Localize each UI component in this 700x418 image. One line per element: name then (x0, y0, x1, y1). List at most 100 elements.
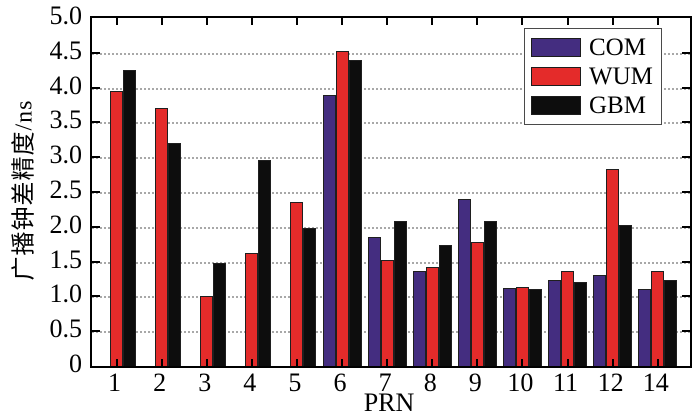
legend: COM WUM GBM (524, 28, 662, 125)
y-tick (92, 330, 100, 333)
x-tick (566, 359, 569, 366)
gridline (92, 157, 690, 160)
bar-com-prn12 (593, 274, 607, 366)
gridline (92, 122, 690, 125)
x-tick (205, 18, 208, 25)
y-tick-label: 1.5 (49, 244, 83, 274)
bar-com-prn11 (548, 279, 561, 366)
y-tick-label: 1.0 (49, 279, 83, 309)
y-tick (92, 260, 100, 263)
y-tick (682, 51, 690, 54)
x-tick (386, 18, 389, 25)
x-tick (566, 18, 569, 25)
x-tick-label: 4 (243, 368, 257, 397)
x-tick (341, 18, 343, 25)
x-tick (205, 359, 208, 366)
bar-wum-prn10 (515, 286, 529, 366)
x-tick (521, 18, 524, 25)
x-tick (160, 18, 163, 25)
bar-gbm-prn14 (664, 280, 678, 366)
x-tick (160, 359, 163, 366)
y-tick-label: 4.5 (49, 35, 83, 65)
bar-com-prn14 (638, 289, 652, 366)
x-tick-label: 6 (333, 368, 347, 397)
y-tick (682, 156, 690, 159)
x-tick (341, 359, 343, 366)
x-tick-label: 11 (552, 368, 579, 397)
bar-gbm-prn2 (168, 143, 182, 366)
x-tick (115, 359, 118, 366)
x-tick (521, 359, 524, 366)
x-tick (295, 359, 298, 366)
bar-wum-prn3 (200, 296, 214, 366)
bar-wum-prn5 (290, 202, 304, 366)
y-tick (682, 191, 690, 193)
y-tick (92, 86, 100, 89)
bar-com-prn9 (457, 198, 471, 366)
y-tick (682, 330, 690, 333)
y-tick-label: 3.0 (49, 140, 83, 170)
x-tick-label: 5 (288, 368, 302, 397)
legend-label: WUM (589, 63, 653, 90)
y-tick (92, 295, 100, 298)
x-tick-label: 7 (378, 368, 392, 397)
x-tick (476, 359, 479, 366)
y-tick-label: 0.5 (49, 314, 83, 344)
com-swatch (531, 38, 581, 57)
bar-com-prn10 (502, 288, 516, 366)
x-tick (476, 18, 479, 25)
y-tick-label: 4.0 (49, 70, 83, 100)
x-tick-label: 10 (507, 368, 534, 397)
legend-label: COM (589, 34, 646, 61)
wum-swatch (531, 67, 581, 86)
x-tick (250, 18, 253, 25)
bar-wum-prn14 (651, 271, 665, 366)
y-tick (92, 51, 100, 54)
y-tick-label: 0 (69, 349, 82, 378)
gbm-swatch (531, 96, 581, 115)
gridline (92, 87, 690, 90)
bar-com-prn8 (412, 270, 426, 366)
bar-com-prn7 (367, 237, 381, 366)
x-tick (611, 18, 614, 25)
y-tick (682, 295, 690, 298)
bar-wum-prn1 (110, 91, 123, 366)
x-tick-label: 1 (108, 368, 121, 397)
bar-com-prn6 (322, 94, 336, 366)
bar-gbm-prn6 (348, 59, 362, 366)
bar-gbm-prn10 (528, 289, 542, 366)
y-tick (682, 225, 690, 228)
legend-item-wum: WUM (531, 62, 655, 91)
x-tick (431, 359, 434, 366)
x-tick (295, 18, 298, 25)
gridline (92, 226, 690, 229)
y-tick (92, 191, 100, 193)
y-tick (92, 121, 100, 124)
x-tick-label: 2 (153, 368, 167, 397)
y-tick-label: 3.5 (49, 105, 83, 135)
legend-item-com: COM (531, 33, 655, 62)
gridline (92, 192, 690, 194)
x-axis-label: PRN (363, 388, 415, 417)
bar-wum-prn2 (155, 108, 169, 366)
bar-wum-prn7 (380, 259, 394, 366)
y-tick (682, 86, 690, 89)
bar-wum-prn11 (561, 270, 574, 366)
x-tick (386, 359, 389, 366)
x-tick-label: 14 (642, 368, 669, 397)
y-tick (92, 156, 100, 159)
bar-gbm-prn5 (303, 228, 317, 366)
x-tick-label: 12 (597, 368, 624, 397)
y-tick (682, 121, 690, 124)
x-tick (250, 359, 253, 366)
x-tick (431, 18, 434, 25)
x-tick (115, 18, 118, 25)
bar-wum-prn8 (425, 267, 439, 366)
x-tick-label: 8 (423, 368, 437, 397)
bar-wum-prn6 (335, 51, 349, 366)
x-tick-label: 3 (198, 368, 212, 397)
y-tick-label: 5.0 (49, 1, 83, 30)
x-tick (611, 359, 614, 366)
bar-gbm-prn8 (438, 244, 452, 366)
gridline (92, 52, 690, 55)
